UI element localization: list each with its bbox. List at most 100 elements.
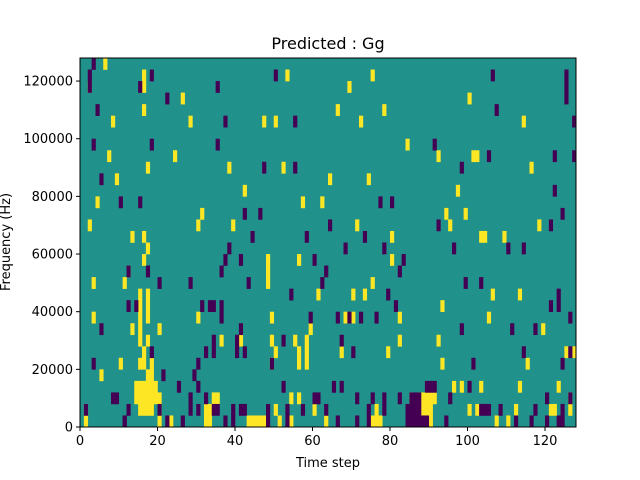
heatmap-cell-high xyxy=(266,254,271,266)
heatmap-cell-high xyxy=(250,415,255,428)
heatmap-cell-low xyxy=(413,392,418,405)
heatmap-cell-high xyxy=(107,150,112,163)
heatmap-cell-high xyxy=(138,357,143,370)
heatmap-cell-low xyxy=(331,380,337,393)
heatmap-cell-high xyxy=(258,415,263,428)
heatmap-cell-low xyxy=(343,242,348,255)
heatmap-cell-low xyxy=(149,69,154,82)
heatmap-cell-high xyxy=(289,415,294,428)
heatmap-cell-high xyxy=(145,300,151,312)
heatmap-cell-low xyxy=(432,138,437,151)
heatmap-cell-low xyxy=(207,300,213,312)
heatmap-cell-high xyxy=(227,161,232,174)
heatmap-cell-low xyxy=(397,392,402,405)
heatmap-cell-high xyxy=(525,357,530,370)
y-tick-label: 40000 xyxy=(32,305,73,320)
heatmap-cell-low xyxy=(397,265,402,278)
heatmap-cell-low xyxy=(312,392,317,405)
heatmap-cell-low xyxy=(223,115,228,128)
heatmap-cell-low xyxy=(424,380,430,393)
heatmap-cell-low xyxy=(498,403,503,416)
y-tick-label: 120000 xyxy=(23,75,73,90)
heatmap-cells xyxy=(83,58,577,428)
heatmap-cell-high xyxy=(145,242,151,255)
heatmap-cell-low xyxy=(126,403,131,416)
heatmap-cell-low xyxy=(417,392,422,405)
heatmap-cell-high xyxy=(273,115,278,128)
heatmap-cell-high xyxy=(479,380,484,393)
heatmap-cell-low xyxy=(269,357,275,370)
heatmap-cell-high xyxy=(548,403,554,416)
heatmap-cell-low xyxy=(196,357,201,370)
heatmap-cell-high xyxy=(91,277,96,289)
heatmap-cell-low xyxy=(560,357,565,370)
heatmap-cell-low xyxy=(548,219,554,232)
heatmap-cell-low xyxy=(126,300,131,312)
heatmap-cell-high xyxy=(138,392,143,405)
heatmap-cell-high xyxy=(428,392,433,405)
heatmap-cell-low xyxy=(211,300,216,312)
heatmap-cell-high xyxy=(351,288,356,301)
heatmap-cell-high xyxy=(254,415,259,428)
heatmap-cell-low xyxy=(382,392,387,405)
heatmap-cell-high xyxy=(157,392,162,405)
heatmap-cell-high xyxy=(316,288,321,301)
heatmap-cell-high xyxy=(138,288,143,301)
heatmap-cell-low xyxy=(134,300,139,312)
heatmap-cell-low xyxy=(188,392,193,405)
heatmap-cell-high xyxy=(130,230,135,243)
heatmap-cell-high xyxy=(297,392,302,405)
heatmap-cell-low xyxy=(188,403,193,416)
heatmap-cell-low xyxy=(339,380,344,393)
heatmap-cell-high xyxy=(370,69,375,82)
heatmap-cell-high xyxy=(382,104,387,116)
heatmap-cell-low xyxy=(149,346,154,359)
heatmap-cell-high xyxy=(149,369,154,382)
heatmap-cell-high xyxy=(471,150,476,163)
heatmap-cell-high xyxy=(142,230,147,243)
heatmap-cell-low xyxy=(560,403,565,416)
heatmap-cell-low xyxy=(355,415,360,428)
heatmap-cell-high xyxy=(467,403,472,416)
heatmap-cell-high xyxy=(506,415,511,428)
heatmap-cell-low xyxy=(281,380,286,393)
heatmap-cell-low xyxy=(448,392,453,405)
heatmap-cell-low xyxy=(196,403,201,416)
plot-frame xyxy=(79,57,577,428)
heatmap-cell-high xyxy=(134,380,139,393)
heatmap-cell-high xyxy=(304,346,309,359)
heatmap-cell-low xyxy=(91,357,96,370)
heatmap-cell-high xyxy=(572,346,577,359)
heatmap-cell-high xyxy=(269,334,275,347)
heatmap-cell-low xyxy=(370,392,375,405)
heatmap-cell-low xyxy=(568,346,573,359)
heatmap-cell-low xyxy=(359,311,364,324)
heatmap-cell-high xyxy=(118,357,123,370)
heatmap-cell-high xyxy=(335,104,340,116)
x-tick-label: 80 xyxy=(382,434,399,449)
heatmap-cell-low xyxy=(165,92,170,105)
heatmap-cell-low xyxy=(463,277,468,289)
x-tick-label: 120 xyxy=(533,434,558,449)
heatmap-cell-high xyxy=(297,357,302,370)
heatmap-cell-low xyxy=(452,242,457,255)
heatmap-cell-high xyxy=(421,403,426,416)
heatmap-cell-low xyxy=(335,311,340,324)
heatmap-cell-low xyxy=(514,415,519,428)
heatmap-cell-low xyxy=(564,69,569,82)
heatmap-cell-high xyxy=(475,403,480,416)
heatmap-cell-high xyxy=(114,173,120,186)
heatmap-cell-low xyxy=(312,254,317,266)
heatmap-cell-high xyxy=(207,415,213,428)
heatmap-cell-low xyxy=(347,311,352,324)
heatmap-cell-high xyxy=(273,403,278,416)
heatmap-cell-low xyxy=(335,415,340,428)
plot-area xyxy=(79,57,577,428)
heatmap-cell-low xyxy=(506,242,511,255)
heatmap-cell-high xyxy=(490,288,495,301)
heatmap-cell-high xyxy=(262,415,267,428)
heatmap-cell-high xyxy=(370,415,375,428)
heatmap-cell-high xyxy=(347,81,352,93)
heatmap-cell-high xyxy=(390,230,395,243)
heatmap-cell-high xyxy=(188,115,193,128)
